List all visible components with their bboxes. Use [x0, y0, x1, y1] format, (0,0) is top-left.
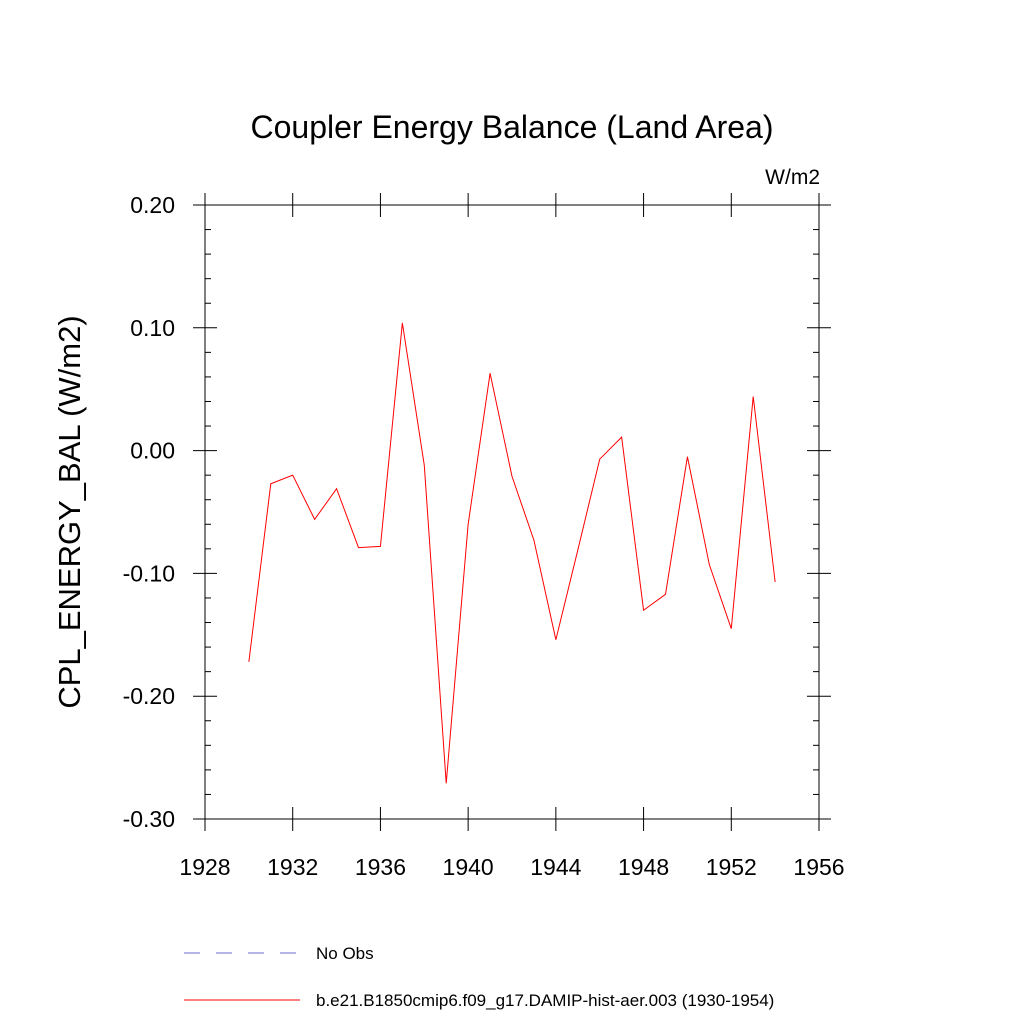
legend-label: b.e21.B1850cmip6.f09_g17.DAMIP-hist-aer.…: [316, 991, 774, 1010]
x-tick-label: 1952: [706, 854, 757, 880]
y-tick-label: 0.10: [130, 315, 175, 341]
series-line: [248, 322, 776, 784]
x-tick-label: 1956: [793, 854, 844, 880]
x-tick-label: 1932: [267, 854, 318, 880]
x-tick-label: 1948: [618, 854, 669, 880]
y-tick-label: 0.20: [130, 192, 175, 218]
x-axis: 1928 1932 1936 1940 1944 1948 1952 1956: [179, 193, 845, 880]
legend: No Obs b.e21.B1850cmip6.f09_g17.DAMIP-his…: [184, 944, 774, 1010]
plot-frame: [204, 204, 820, 820]
y-axis: -0.30 -0.20 -0.10 0.00 0.10 0.20: [123, 192, 831, 832]
y-tick-label: -0.20: [123, 683, 175, 709]
chart-title: Coupler Energy Balance (Land Area): [251, 109, 774, 145]
units-label: W/m2: [765, 166, 820, 189]
x-tick-label: 1936: [355, 854, 406, 880]
x-tick-label: 1940: [443, 854, 494, 880]
y-tick-label: -0.30: [123, 806, 175, 832]
y-tick-label: -0.10: [123, 560, 175, 586]
x-tick-label: 1928: [179, 854, 230, 880]
y-axis-label: CPL_ENERGY_BAL (W/m2): [52, 315, 87, 708]
series-layer: [248, 322, 776, 784]
legend-label: No Obs: [316, 944, 374, 963]
y-tick-label: 0.00: [130, 438, 175, 464]
x-tick-label: 1944: [530, 854, 581, 880]
